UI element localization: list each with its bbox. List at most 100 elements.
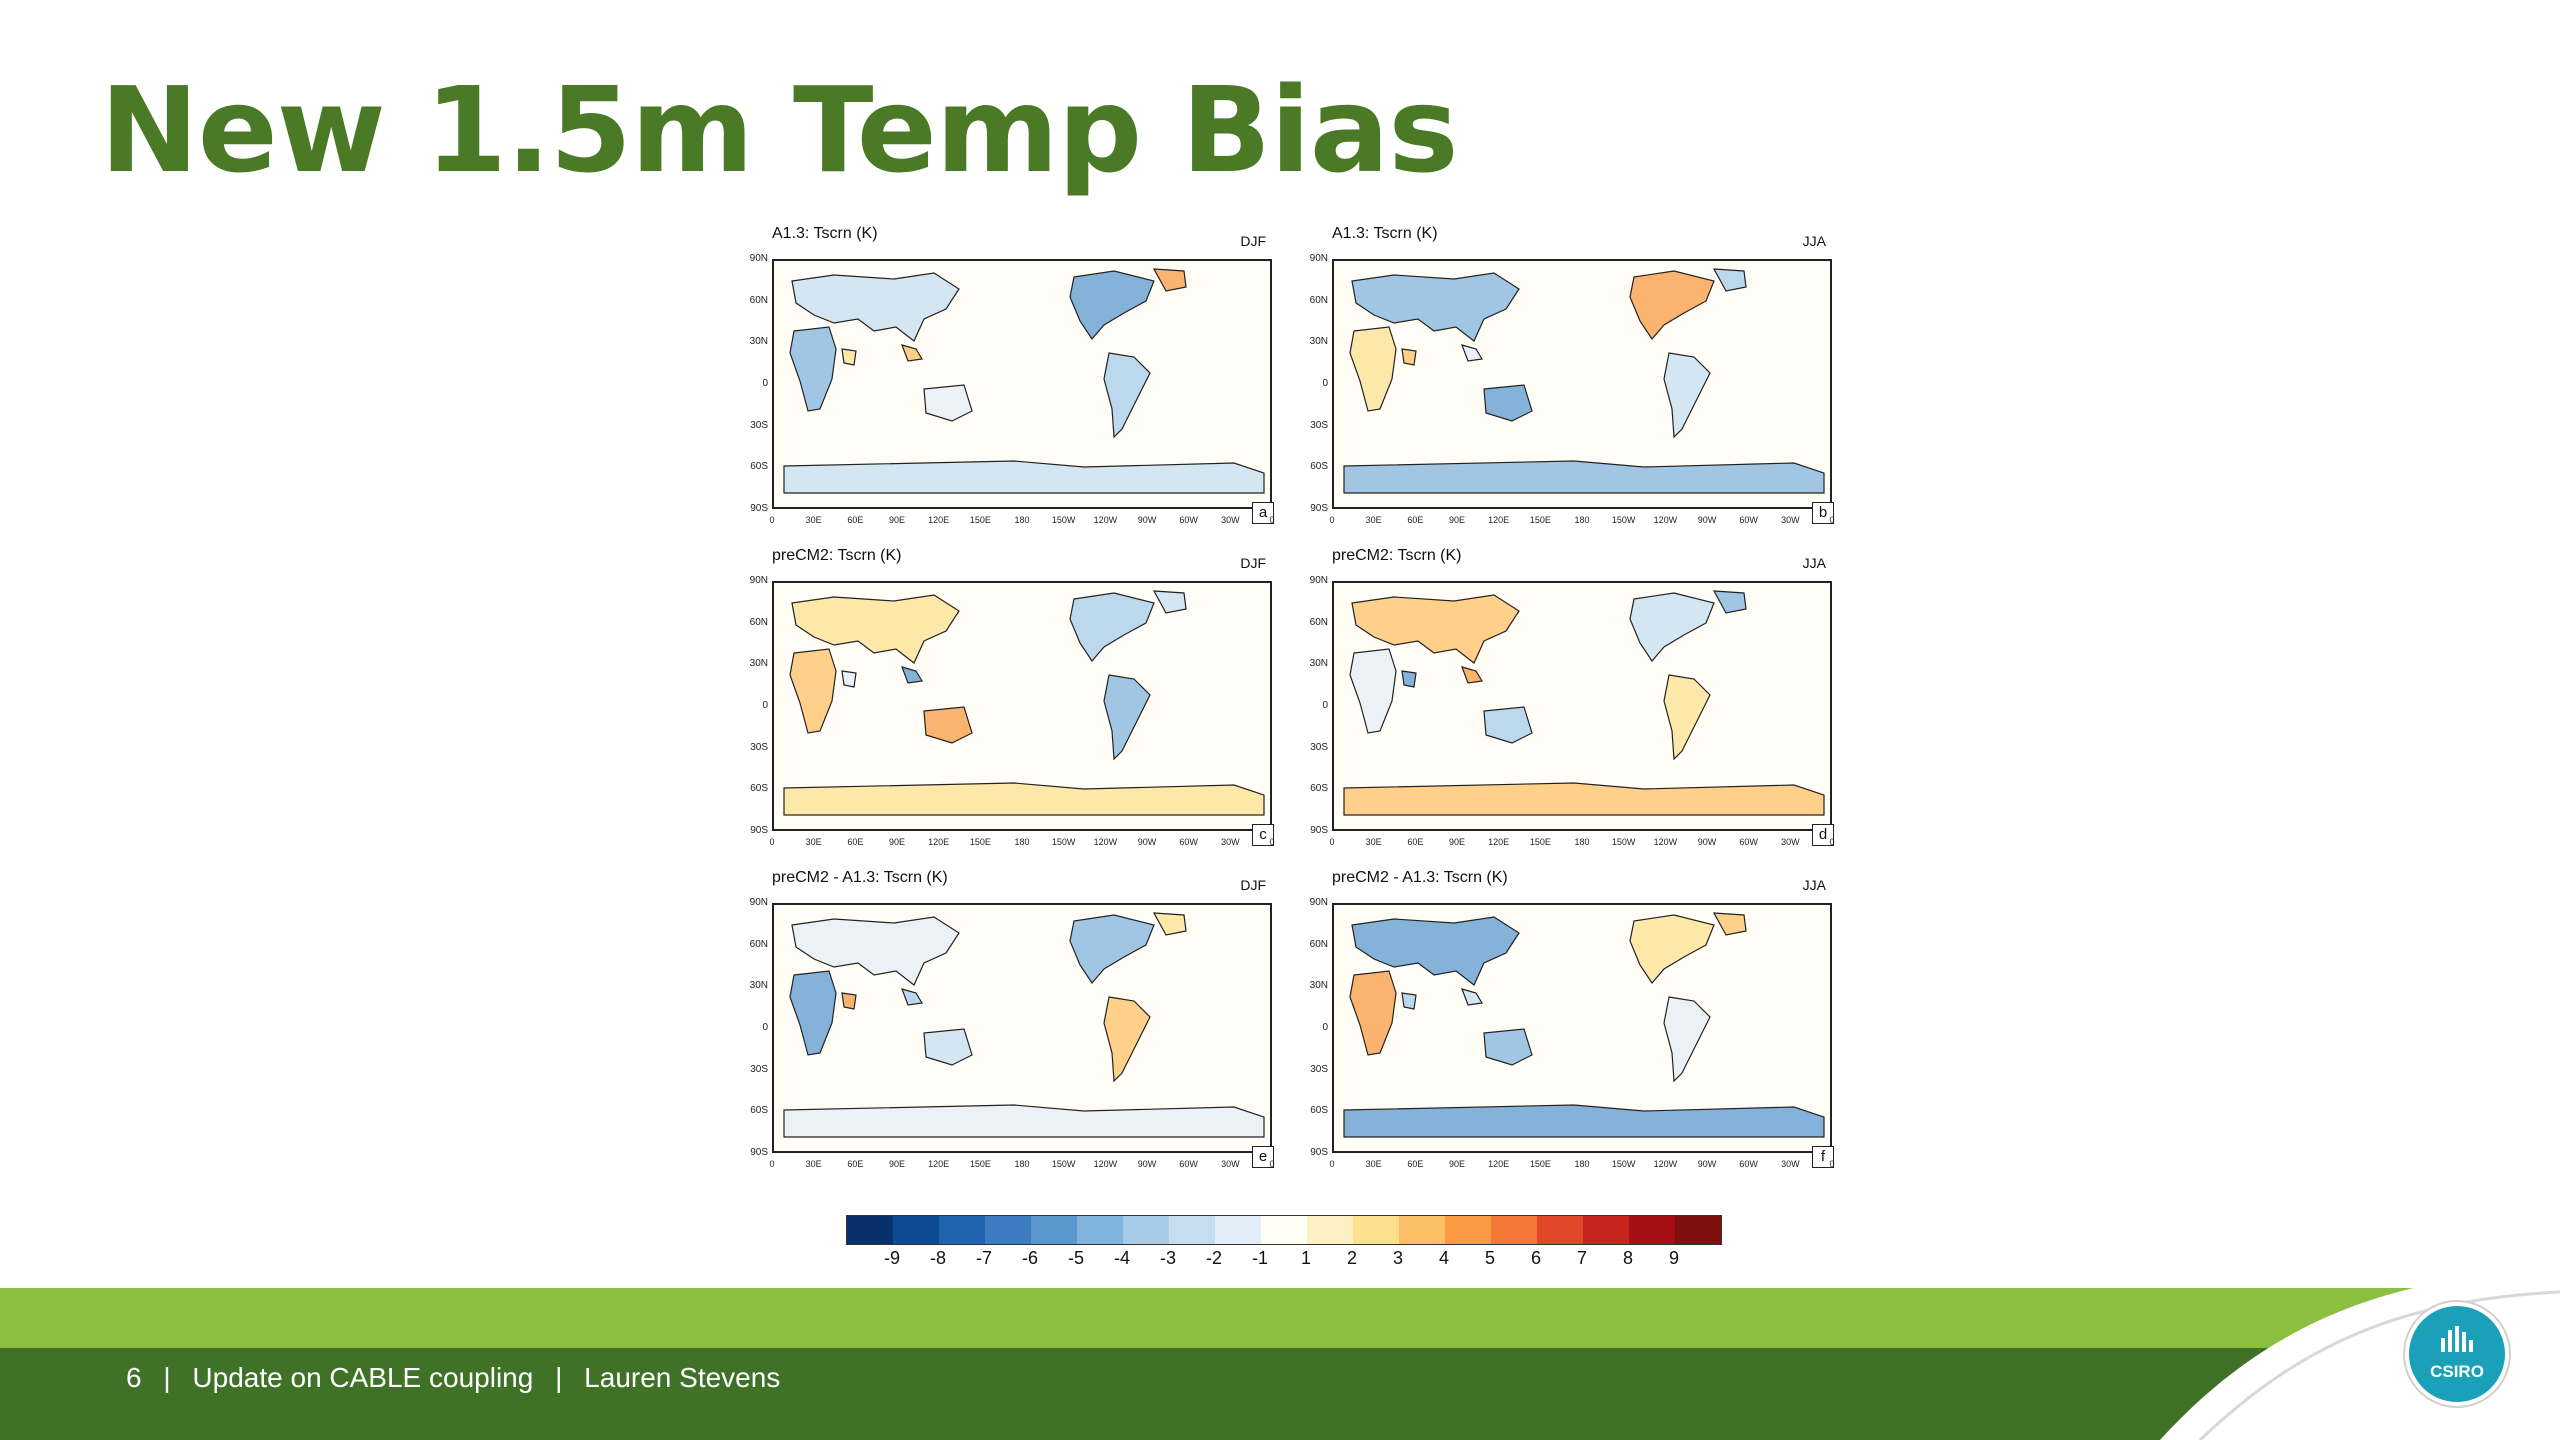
land-outline (1401, 992, 1417, 1010)
map-panel-c: preCM2: Tscrn (K) DJF c 90N 60N 30N 0 30S 60S… (720, 547, 1280, 852)
land-outline (1103, 674, 1151, 761)
panel-letter: a (1252, 502, 1274, 524)
land-outline (1152, 912, 1187, 936)
latitude-tick-label: 0 (1322, 1022, 1328, 1033)
colorbar-tick-label: 9 (1668, 1248, 1680, 1268)
longitude-tick-label: 0 (1329, 837, 1335, 847)
panel-letter: f (1812, 1146, 1834, 1168)
author-name: Lauren Stevens (584, 1362, 781, 1393)
longitude-tick-label: 180 (1574, 515, 1590, 525)
footer-text: 6 | Update on CABLE coupling | Lauren St… (126, 1362, 794, 1394)
map-canvas (783, 590, 1265, 816)
longitude-tick-label: 120W (1653, 1159, 1678, 1169)
footer-separator: | (555, 1362, 563, 1393)
footer-band-dark (0, 1348, 2560, 1440)
longitude-tick-label: 0 (1329, 515, 1335, 525)
latitude-tick-label: 90S (1310, 1147, 1328, 1158)
land-outline (1461, 344, 1483, 362)
longitude-tick-label: 0 (769, 1159, 775, 1169)
colorbar-tick-label: 3 (1392, 1248, 1404, 1268)
colorbar-tick-label: 5 (1484, 1248, 1496, 1268)
colorbar-tick-label: -4 (1113, 1248, 1131, 1268)
colorbar-swatch (1491, 1216, 1537, 1244)
longitude-tick-label: 120E (1488, 837, 1510, 847)
colorbar-tick-label: -9 (883, 1248, 901, 1268)
panel-season: DJF (1240, 233, 1266, 249)
panel-title: preCM2 - A1.3: Tscrn (K) (1332, 869, 1508, 886)
map-canvas (1343, 268, 1825, 494)
longitude-tick-label: 180 (1574, 837, 1590, 847)
panel-season: JJA (1802, 555, 1826, 571)
land-outline (1349, 648, 1397, 734)
longitude-tick-label: 120E (1488, 1159, 1510, 1169)
longitude-tick-label: 180 (1574, 1159, 1590, 1169)
longitude-tick-label: 90W (1137, 515, 1157, 525)
longitude-tick-label: 90W (1697, 515, 1717, 525)
latitude-tick-label: 90N (1309, 897, 1328, 908)
longitude-tick-label: 60E (847, 1159, 864, 1169)
land-outline (791, 916, 960, 986)
colorbar-swatch (893, 1216, 939, 1244)
land-outline (1663, 352, 1711, 439)
longitude-tick-label: 60W (1179, 515, 1198, 525)
longitude-tick-label: 90E (888, 837, 906, 847)
latitude-tick-label: 60N (1309, 938, 1328, 950)
panel-letter: e (1252, 1146, 1274, 1168)
longitude-tick-label: 30E (805, 837, 822, 847)
longitude-tick-label: 60E (1407, 1159, 1424, 1169)
latitude-tick-label: 60S (750, 1105, 768, 1117)
panel-title: preCM2: Tscrn (K) (772, 547, 902, 564)
land-outline (1351, 916, 1520, 986)
land-outline (1351, 594, 1520, 664)
colorbar-labels: -9 -8 -7 -6 -5 -4 -3 -2 -1 1 2 3 4 5 6 7 8 9 (846, 1248, 1730, 1272)
latitude-tick-label: 60S (750, 461, 768, 473)
longitude-tick-label: 90E (888, 1159, 906, 1169)
longitude-tick-label: 180 (1014, 515, 1030, 525)
longitude-tick-label: 30E (805, 1159, 822, 1169)
land-outline (1103, 352, 1151, 439)
latitude-tick-label: 60S (1310, 461, 1328, 473)
land-outline (1343, 782, 1825, 816)
land-outline (783, 782, 1265, 816)
land-outline (1152, 268, 1187, 292)
longitude-tick-label: 0 (769, 515, 775, 525)
colorbar-swatch (1445, 1216, 1491, 1244)
panel-title: A1.3: Tscrn (K) (1332, 225, 1438, 242)
longitude-tick-label: 60W (1739, 515, 1758, 525)
longitude-tick-label: 0 (1829, 1159, 1835, 1169)
longitude-tick-label: 150E (969, 837, 991, 847)
longitude-tick-label: 60E (847, 515, 864, 525)
presentation-title: Update on CABLE coupling (192, 1362, 534, 1393)
land-outline (1629, 270, 1715, 340)
longitude-tick-label: 150W (1611, 837, 1636, 847)
map-canvas (783, 268, 1265, 494)
longitude-tick-label: 120W (1653, 837, 1678, 847)
colorbar-swatch (985, 1216, 1031, 1244)
colorbar-swatch (1307, 1216, 1353, 1244)
land-outline (1152, 590, 1187, 614)
land-outline (923, 706, 973, 744)
latitude-tick-label: 30N (749, 336, 768, 348)
land-outline (1663, 996, 1711, 1083)
colorbar-tick-label: 1 (1300, 1248, 1312, 1268)
footer-band-light (0, 1288, 2560, 1348)
longitude-tick-label: 30W (1221, 837, 1240, 847)
panel-season: JJA (1802, 877, 1826, 893)
latitude-tick-label: 0 (762, 700, 768, 711)
map-canvas (1343, 590, 1825, 816)
land-outline (1401, 670, 1417, 688)
longitude-tick-label: 30W (1781, 837, 1800, 847)
colorbar-swatch (847, 1216, 893, 1244)
panel-season: DJF (1240, 555, 1266, 571)
latitude-tick-label: 30N (1309, 336, 1328, 348)
land-outline (791, 594, 960, 664)
panel-season: DJF (1240, 877, 1266, 893)
colorbar-swatch (1261, 1216, 1307, 1244)
bias-map (1332, 581, 1832, 831)
land-outline (1712, 268, 1747, 292)
longitude-tick-label: 120W (1653, 515, 1678, 525)
land-outline (789, 326, 837, 412)
longitude-tick-label: 90E (888, 515, 906, 525)
land-outline (1349, 970, 1397, 1056)
latitude-tick-label: 30N (749, 658, 768, 670)
